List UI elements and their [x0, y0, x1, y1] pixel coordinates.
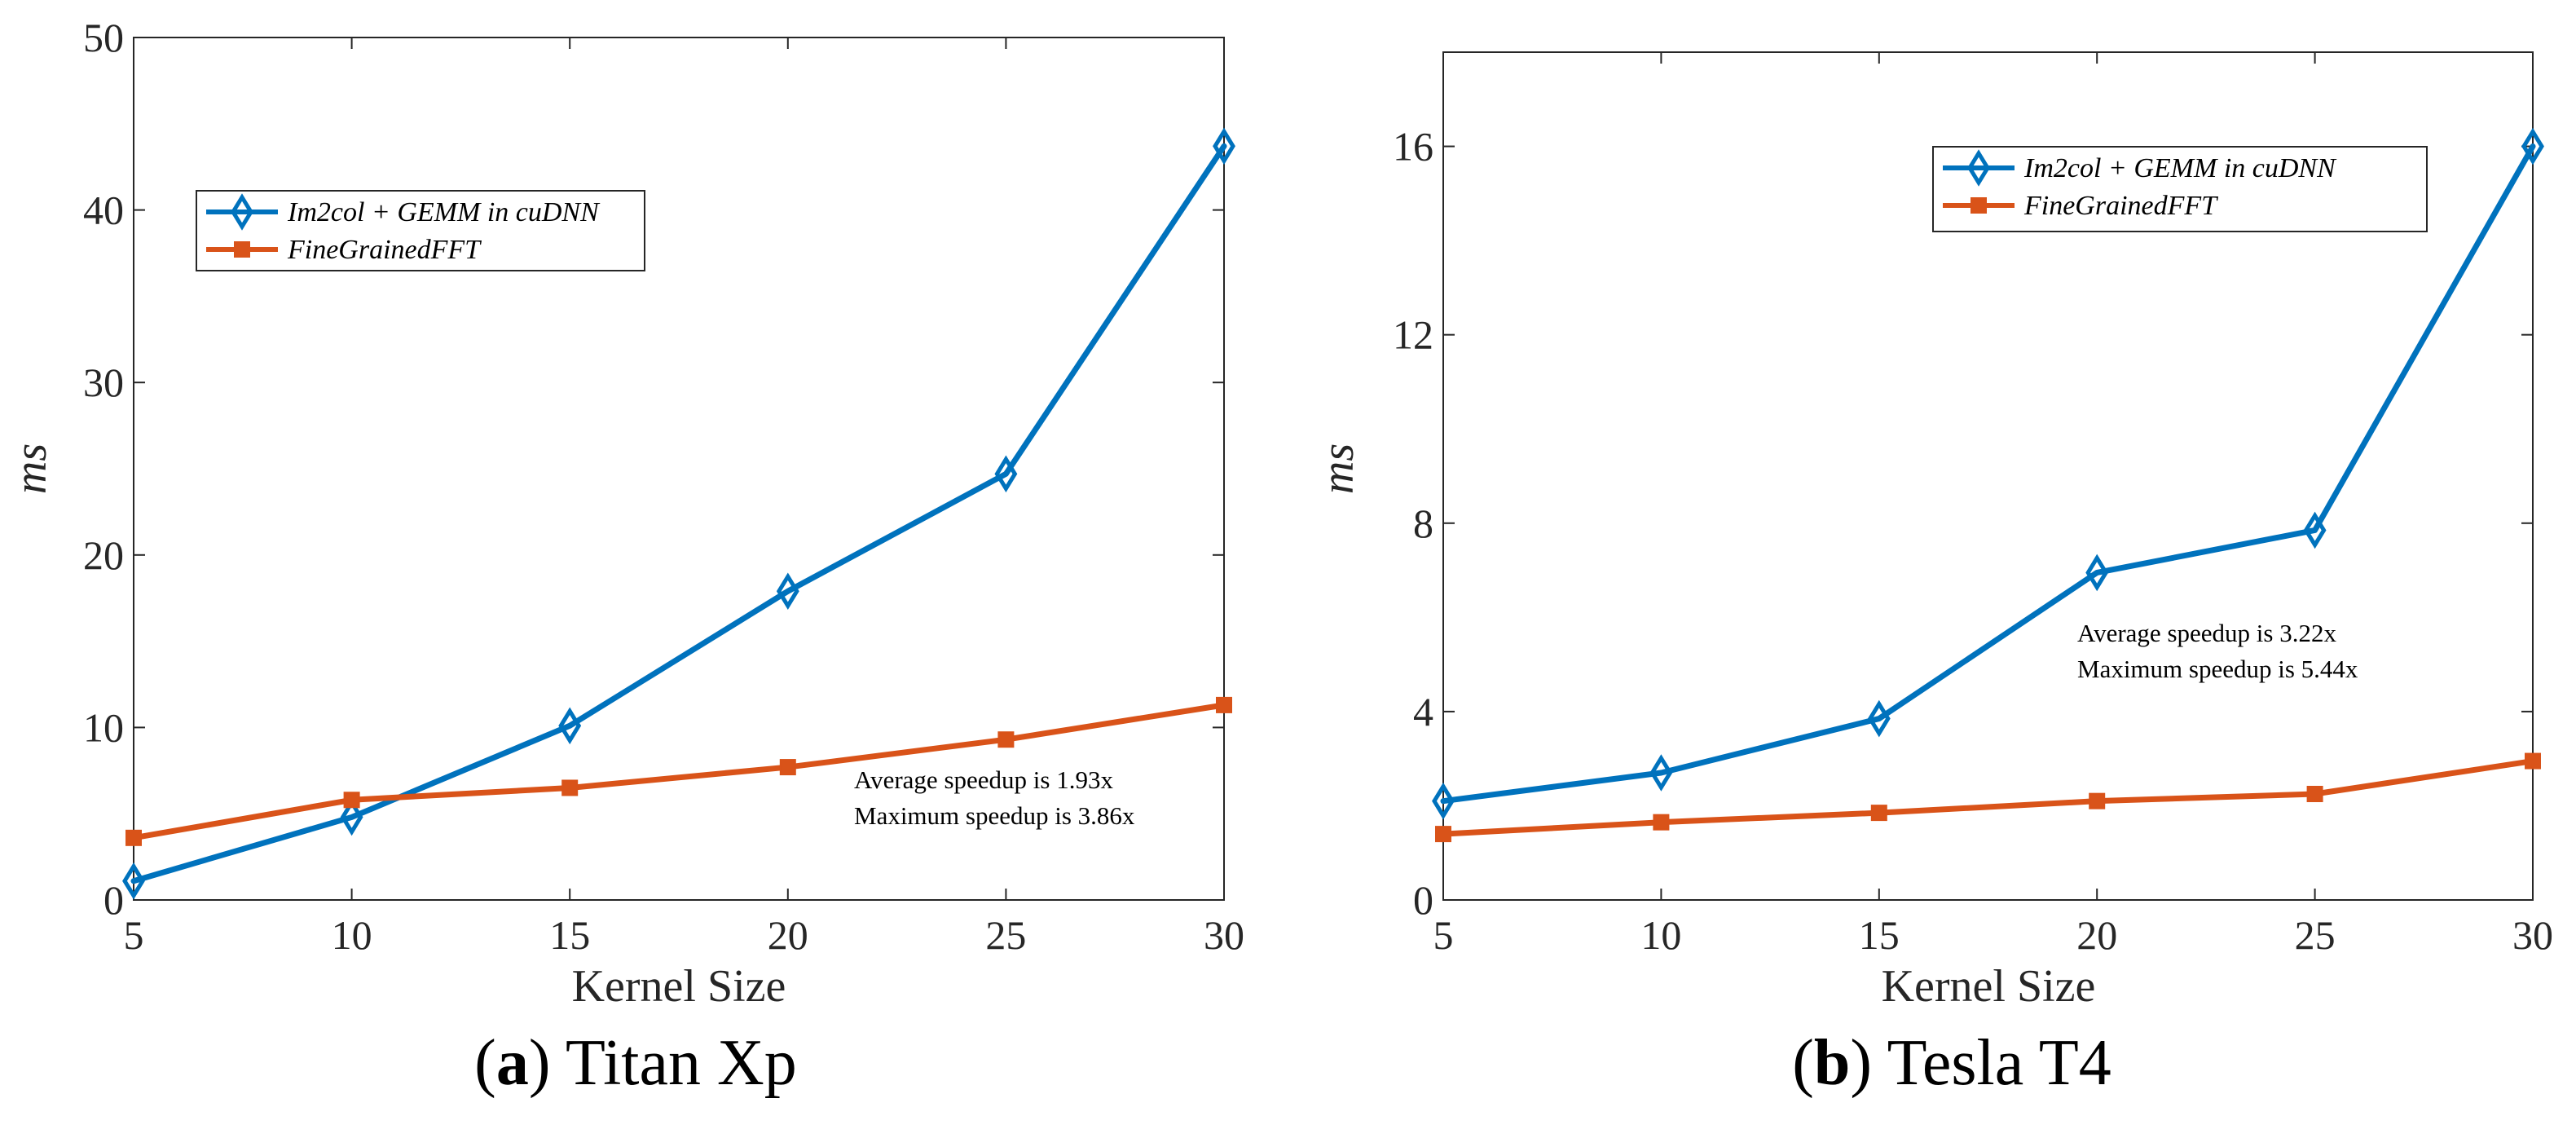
legend-marker	[1971, 197, 1987, 214]
x-tick-label: 25	[2295, 912, 2336, 958]
x-axis-label: Kernel Size	[572, 961, 786, 1012]
y-tick-label: 40	[83, 187, 124, 233]
x-axis-label: Kernel Size	[1882, 961, 2096, 1012]
x-tick-label: 5	[1433, 912, 1454, 958]
speedup-annotation: Maximum speedup is 3.86x	[854, 801, 1135, 830]
x-tick-label: 15	[1859, 912, 1900, 958]
data-point	[779, 759, 796, 776]
x-tick-label: 25	[985, 912, 1026, 958]
y-tick-label: 0	[103, 877, 124, 923]
series-1	[1435, 752, 2541, 843]
data-point	[122, 862, 145, 900]
y-tick-label: 30	[83, 359, 124, 405]
series-0	[122, 127, 1235, 900]
data-point	[1653, 814, 1670, 831]
x-tick-label: 5	[124, 912, 144, 958]
legend: Im2col + GEMM in cuDNN FineGrainedFFT	[1932, 146, 2428, 232]
legend-marker	[234, 241, 250, 258]
legend-label: Im2col + GEMM in cuDNN	[287, 197, 601, 227]
y-tick-label: 8	[1413, 501, 1433, 546]
y-tick-label: 20	[83, 532, 124, 578]
series-line-0	[130, 143, 1227, 884]
x-tick-label: 10	[1640, 912, 1681, 958]
speedup-annotation: Maximum speedup is 5.44x	[2077, 655, 2358, 683]
data-point	[340, 798, 363, 836]
y-tick-label: 50	[83, 15, 124, 60]
data-point	[125, 829, 142, 846]
data-point	[1867, 699, 1891, 738]
speedup-annotation: Average speedup is 3.22x	[2077, 619, 2336, 647]
caption-close-paren: )	[529, 1027, 566, 1099]
caption-letter: b	[1814, 1027, 1851, 1099]
legend-marker	[231, 193, 253, 231]
data-point	[2089, 792, 2106, 809]
x-tick-label: 30	[1204, 912, 1244, 958]
x-tick-label: 20	[768, 912, 808, 958]
data-point	[1649, 754, 1673, 792]
legend-marker	[1967, 149, 1990, 187]
data-point	[1216, 696, 1232, 713]
y-tick-label: 16	[1393, 124, 1433, 170]
caption-close-paren: )	[1850, 1027, 1887, 1099]
y-axis-label: ms	[1313, 443, 1363, 494]
y-tick-label: 12	[1393, 312, 1433, 358]
data-point	[558, 707, 582, 745]
x-tick-label: 10	[332, 912, 372, 958]
x-tick-label: 15	[549, 912, 590, 958]
data-point	[1870, 805, 1887, 822]
data-point	[2306, 786, 2323, 802]
legend-box	[1932, 146, 2428, 232]
x-tick-label: 20	[2076, 912, 2117, 958]
data-point	[1213, 127, 1235, 165]
series-line-1	[130, 702, 1227, 841]
y-tick-label: 4	[1413, 689, 1433, 734]
speedup-annotation: Average speedup is 1.93x	[854, 765, 1113, 794]
x-tick-label: 30	[2512, 912, 2553, 958]
chart-b: 5 10 15 20 25 30 0 4 8 12 16 Kernel Size ms Im2col + …	[1313, 51, 2553, 1099]
plot-area	[133, 37, 1225, 901]
caption-open-paren: (	[1792, 1027, 1814, 1099]
caption-letter: a	[496, 1027, 529, 1099]
data-point	[2085, 554, 2109, 592]
y-tick-label: 10	[83, 704, 124, 750]
subfigure-caption: (b) Tesla T4	[1792, 1027, 2111, 1099]
legend-label: FineGrainedFFT	[2023, 191, 2218, 221]
data-point	[2521, 127, 2544, 165]
data-point	[1435, 826, 1451, 843]
caption-title: Tesla T4	[1887, 1027, 2111, 1099]
data-point	[2525, 752, 2541, 770]
legend-box	[196, 190, 645, 271]
data-point	[343, 792, 360, 809]
legend-label: Im2col + GEMM in cuDNN	[2023, 153, 2337, 183]
data-point	[1432, 782, 1455, 820]
y-tick-label: 0	[1413, 877, 1433, 923]
data-point	[2303, 511, 2327, 549]
data-point	[561, 779, 579, 796]
caption-title: Titan Xp	[566, 1027, 797, 1099]
data-point	[997, 731, 1015, 748]
series-1	[125, 696, 1232, 846]
series-0	[1432, 127, 2544, 820]
subfigure-caption: (a) Titan Xp	[474, 1027, 797, 1099]
caption-open-paren: (	[474, 1027, 496, 1099]
series-line-1	[1440, 758, 2536, 837]
series-line-0	[1440, 143, 2536, 805]
data-point	[994, 455, 1018, 493]
y-axis-label: ms	[6, 443, 56, 494]
chart-a: 5 10 15 20 25 30 0 10 20 30 40 50 Kernel Size ms Im2co…	[6, 15, 1244, 1099]
legend: Im2col + GEMM in cuDNN FineGrainedFFT	[196, 190, 645, 271]
data-point	[776, 572, 799, 611]
legend-label: FineGrainedFFT	[287, 235, 482, 265]
